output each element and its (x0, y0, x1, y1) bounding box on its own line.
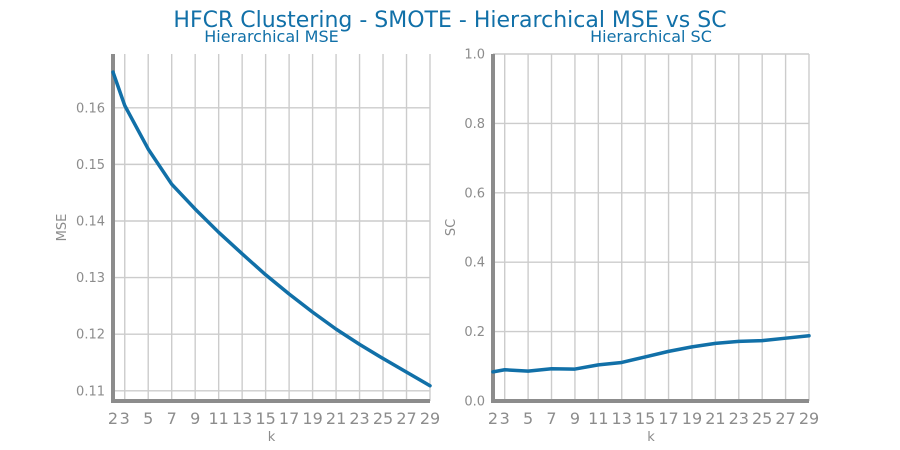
sc-y-tick-label: 0.4 (464, 256, 485, 271)
sc-x-axis-label: k (647, 430, 655, 445)
mse-x-tick-label: 13 (232, 409, 252, 428)
mse-x-tick-label: 5 (143, 409, 153, 428)
sc-subplot: Hierarchical SC2 3 5 7 9 11 13 15 17 19 21 23 25 27 29… (444, 27, 819, 445)
sc-x-tick-label: 19 (682, 409, 702, 428)
sc-x-tick-label: 15 (635, 409, 655, 428)
mse-x-tick-label: 17 (279, 409, 299, 428)
sc-x-tick-label: 29 (799, 409, 819, 428)
sc-x-tick-label: 25 (752, 409, 772, 428)
sc-x-tick-label: 7 (546, 409, 556, 428)
mse-x-tick-label: 2 (108, 409, 118, 428)
mse-x-tick-label: 29 (420, 409, 440, 428)
sc-y-tick-label: 0.2 (464, 325, 485, 340)
mse-y-tick-label: 0.14 (76, 214, 105, 229)
mse-series-line (111, 70, 432, 388)
figure-title: HFCR Clustering - SMOTE - Hierarchical M… (173, 8, 726, 33)
sc-x-tick-label: 5 (523, 409, 533, 428)
sc-series-line (491, 334, 811, 374)
mse-subplot-title: Hierarchical MSE (204, 27, 339, 46)
mse-y-axis-label: MSE (55, 214, 70, 242)
mse-y-tick-label: 0.12 (76, 328, 105, 343)
sc-x-tick-label: 17 (658, 409, 678, 428)
sc-x-tick-label: 13 (612, 409, 632, 428)
sc-y-tick-label: 1.0 (464, 48, 485, 63)
mse-x-tick-label: 21 (326, 409, 346, 428)
mse-x-axis-label: k (268, 430, 276, 445)
sc-x-tick-label: 11 (588, 409, 608, 428)
mse-x-tick-label: 27 (396, 409, 416, 428)
sc-x-tick-label: 3 (500, 409, 510, 428)
sc-x-tick-label: 21 (705, 409, 725, 428)
sc-y-tick-label: 0.8 (464, 117, 485, 132)
mse-y-tick-label: 0.15 (76, 158, 105, 173)
mse-y-tick-label: 0.16 (76, 101, 105, 116)
mse-x-tick-label: 15 (255, 409, 275, 428)
mse-x-tick-label: 11 (208, 409, 228, 428)
mse-x-tick-label: 23 (349, 409, 369, 428)
sc-y-tick-label: 0.0 (464, 395, 485, 410)
mse-y-tick-label: 0.13 (76, 271, 105, 286)
mse-y-tick-label: 0.11 (76, 384, 105, 399)
mse-x-tick-label: 3 (120, 409, 130, 428)
sc-y-tick-label: 0.6 (464, 186, 485, 201)
mse-x-tick-label: 7 (167, 409, 177, 428)
sc-x-tick-label: 27 (775, 409, 795, 428)
sc-subplot-title: Hierarchical SC (590, 27, 712, 46)
mse-x-tick-label: 9 (190, 409, 200, 428)
sc-x-tick-label: 9 (570, 409, 580, 428)
mse-x-tick-label: 19 (302, 409, 322, 428)
sc-x-tick-label: 2 (488, 409, 498, 428)
sc-y-axis-label: SC (444, 219, 459, 236)
sc-x-tick-label: 23 (729, 409, 749, 428)
mse-x-tick-label: 25 (373, 409, 393, 428)
